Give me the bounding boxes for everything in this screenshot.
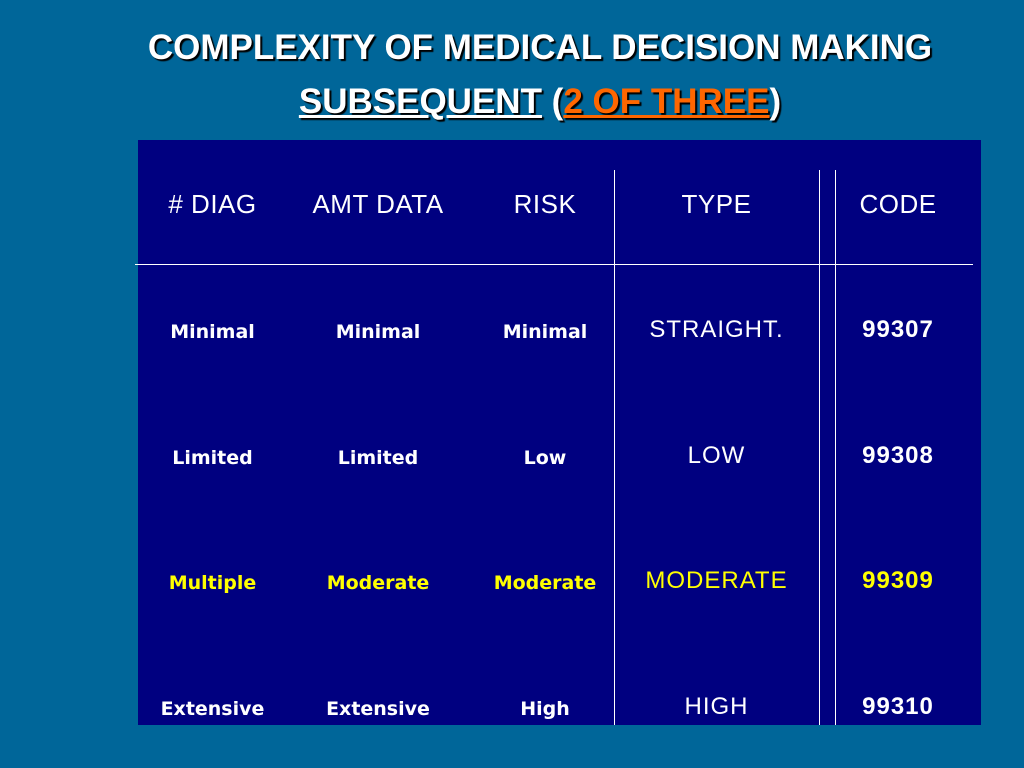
cell-risk: Low <box>523 447 567 469</box>
cell-risk: High <box>520 698 570 720</box>
subtitle-subsequent: SUBSEQUENT <box>298 82 542 121</box>
column-divider <box>835 170 836 725</box>
header-type: TYPE <box>681 189 752 219</box>
cell-amt-data: Extensive <box>326 698 430 720</box>
header-risk: RISK <box>513 189 577 219</box>
cell-type: MODERATE <box>645 567 788 594</box>
slide-title: COMPLEXITY OF MEDICAL DECISION MAKING <box>147 28 933 67</box>
cell-code: 99310 <box>862 693 934 720</box>
cell-diag: Extensive <box>160 698 265 720</box>
cell-risk: Moderate <box>493 572 597 594</box>
decision-making-table: # DIAG AMT DATA RISK TYPE CODE Minimal M… <box>135 140 981 725</box>
cell-diag: Multiple <box>168 572 257 594</box>
cell-diag: Minimal <box>170 321 255 343</box>
cell-amt-data: Limited <box>337 447 419 469</box>
cell-type: STRAIGHT. <box>649 316 784 343</box>
header-diag: # DIAG <box>168 189 257 219</box>
header-code: CODE <box>859 189 937 219</box>
header-divider <box>135 264 973 265</box>
cell-code: 99308 <box>862 442 934 469</box>
cell-amt-data: Moderate <box>326 572 430 594</box>
subtitle-paren-close: ) <box>769 82 782 121</box>
column-divider <box>614 170 615 725</box>
cell-risk: Minimal <box>502 321 588 343</box>
cell-code: 99307 <box>862 316 934 343</box>
cell-type: LOW <box>687 442 746 469</box>
subtitle-page-count: 2 OF THREE <box>563 82 770 121</box>
column-divider <box>819 170 820 725</box>
cell-code: 99309 <box>862 567 934 594</box>
slide-subtitle: SUBSEQUENT (2 OF THREE) <box>0 82 1024 122</box>
subtitle-paren-open: ( <box>541 82 564 121</box>
cell-amt-data: Minimal <box>335 321 421 343</box>
header-amt-data: AMT DATA <box>312 189 444 219</box>
cell-diag: Limited <box>172 447 253 469</box>
cell-type: HIGH <box>684 693 749 720</box>
